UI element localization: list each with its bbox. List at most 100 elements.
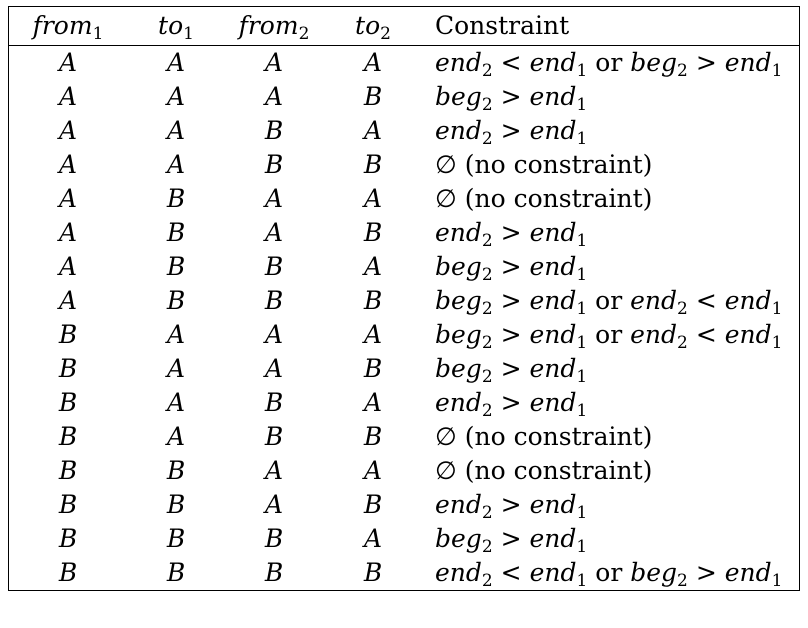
cell-from2: B: [264, 116, 284, 145]
cell-from1: A: [58, 218, 78, 247]
cell-constraint: ∅ (no constraint): [435, 150, 653, 179]
cell-constraint: ∅ (no constraint): [435, 422, 653, 451]
cell-to1: B: [166, 524, 186, 553]
table-header: from1 to1 from2 to2 Constraint: [8, 6, 800, 46]
cell-to1: A: [166, 422, 186, 451]
header-from1-subscript: 1: [92, 24, 104, 44]
cell-constraint: beg2 > end1: [435, 82, 588, 115]
cell-to2: B: [363, 558, 383, 587]
cell-to2: A: [363, 48, 383, 77]
cell-from2: A: [264, 490, 284, 519]
cell-from2: B: [264, 150, 284, 179]
cell-to1: A: [166, 150, 186, 179]
cell-to2: B: [363, 286, 383, 315]
cell-from1: B: [58, 422, 78, 451]
header-to1-text: to: [158, 11, 184, 40]
header-to2-subscript: 2: [380, 24, 391, 44]
cell-from2: A: [264, 184, 284, 213]
cell-to2: A: [363, 388, 383, 417]
cell-to2: A: [363, 456, 383, 485]
header-to1: to1: [127, 6, 225, 46]
cell-from1: A: [58, 252, 78, 281]
cell-from1: B: [58, 388, 78, 417]
cell-to2: B: [363, 150, 383, 179]
cell-to2: B: [363, 354, 383, 383]
cell-from2: B: [264, 252, 284, 281]
cell-to2: A: [363, 184, 383, 213]
table-row: B B A A ∅ (no constraint): [9, 454, 800, 488]
cell-to1: B: [166, 184, 186, 213]
cell-from2: B: [264, 524, 284, 553]
cell-constraint: end2 > end1: [435, 388, 588, 421]
header-constraint-text: Constraint: [435, 11, 570, 40]
header-from1: from1: [8, 6, 127, 46]
cell-from1: B: [58, 524, 78, 553]
cell-constraint: beg2 > end1 or end2 < end1: [435, 286, 783, 319]
cell-from1: A: [58, 286, 78, 315]
cell-to2: B: [363, 422, 383, 451]
cell-from1: A: [58, 48, 78, 77]
cell-to1: A: [166, 82, 186, 111]
cell-to2: A: [363, 116, 383, 145]
cell-constraint: end2 < end1 or beg2 > end1: [435, 558, 783, 591]
header-from1-text: from: [32, 11, 93, 40]
cell-constraint: beg2 > end1: [435, 524, 588, 557]
header-from2-text: from: [238, 11, 299, 40]
cell-to2: B: [363, 490, 383, 519]
cell-from1: B: [58, 456, 78, 485]
cell-from1: B: [58, 490, 78, 519]
header-to1-subscript: 1: [183, 24, 194, 44]
cell-from2: B: [264, 388, 284, 417]
cell-from2: B: [264, 422, 284, 451]
cell-constraint: beg2 > end1: [435, 354, 588, 387]
header-constraint: Constraint: [423, 6, 800, 46]
cell-from2: A: [264, 320, 284, 349]
cell-constraint: beg2 > end1 or end2 < end1: [435, 320, 783, 353]
cell-to2: B: [363, 218, 383, 247]
cell-constraint: ∅ (no constraint): [435, 184, 653, 213]
cell-from2: A: [264, 354, 284, 383]
cell-from1: A: [58, 184, 78, 213]
table-row: A B A A ∅ (no constraint): [9, 182, 800, 216]
cell-from1: B: [58, 320, 78, 349]
cell-to2: A: [363, 252, 383, 281]
cell-to1: B: [166, 456, 186, 485]
header-to2-text: to: [355, 11, 381, 40]
header-from2-subscript: 2: [298, 24, 310, 44]
cell-to2: B: [363, 82, 383, 111]
cell-from2: A: [264, 218, 284, 247]
table-row: A A B B ∅ (no constraint): [9, 148, 800, 182]
cell-constraint: end2 > end1: [435, 218, 588, 251]
cell-to1: A: [166, 354, 186, 383]
table-row: B A B B ∅ (no constraint): [9, 420, 800, 454]
cell-to1: B: [166, 286, 186, 315]
cell-constraint: beg2 > end1: [435, 252, 588, 285]
cell-from2: A: [264, 456, 284, 485]
cell-from1: B: [58, 558, 78, 587]
cell-to2: A: [363, 320, 383, 349]
header-to2: to2: [323, 6, 423, 46]
cell-from2: B: [264, 286, 284, 315]
cell-from1: A: [58, 82, 78, 111]
cell-constraint: end2 > end1: [435, 490, 588, 523]
cell-to1: B: [166, 252, 186, 281]
header-from2: from2: [225, 6, 323, 46]
cell-constraint: end2 > end1: [435, 116, 588, 149]
cell-from2: A: [264, 48, 284, 77]
cell-from1: A: [58, 116, 78, 145]
cell-constraint: ∅ (no constraint): [435, 456, 653, 485]
cell-to1: B: [166, 490, 186, 519]
